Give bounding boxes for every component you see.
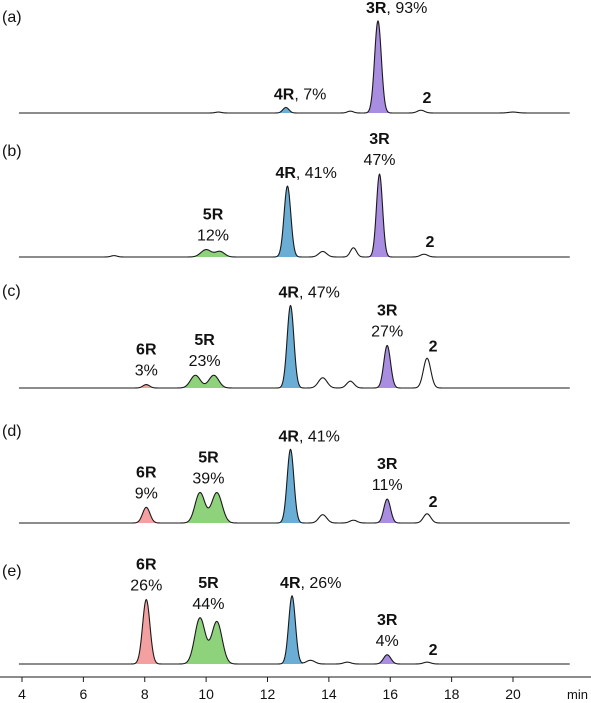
peak-label-3r: 3R4% [376, 612, 399, 650]
x-tick-label: 16 [382, 686, 398, 702]
panel-a: (a) 4R, 7% 3R, 93% 2 [2, 0, 570, 114]
peak-percent: 3% [135, 363, 158, 380]
peak-label-2: 2 [429, 494, 438, 511]
peak-fill-6r [134, 599, 159, 664]
peak-fill-3r [376, 499, 398, 523]
peak-percent: 23% [189, 353, 221, 370]
peak-label-4r: 4R, 26% [280, 575, 341, 592]
chromatogram-trace [18, 448, 570, 524]
peak-name: 5R [194, 332, 215, 349]
peak-fill-4r [279, 305, 302, 388]
peak-label-2: 2 [429, 338, 438, 355]
peak-name: 3R [369, 131, 390, 148]
peak-fill-3r [376, 345, 398, 388]
peak-name: 6R [136, 342, 157, 359]
peak-name: 6R [136, 464, 157, 481]
peak-percent: 27% [371, 324, 403, 341]
panel-label: (d) [2, 423, 22, 440]
chromatogram-trace [18, 173, 570, 258]
peak-fill-5r [200, 492, 234, 523]
peak-annotation: 4R, 41% [275, 165, 336, 182]
peak-annotation: 4R, 7% [274, 86, 326, 103]
chromatogram-trace [18, 304, 570, 389]
peak-label-6r: 6R9% [135, 464, 158, 502]
x-tick-label: 18 [444, 686, 460, 702]
peak-percent: 12% [197, 228, 229, 245]
peak-name: 5R [198, 449, 219, 466]
peak-percent: 47% [363, 152, 395, 169]
peak-name: 2 [429, 338, 438, 355]
peak-name: 5R [198, 575, 219, 592]
panel-label: (a) [2, 9, 22, 26]
panel-label: (b) [2, 143, 22, 160]
peak-percent: 44% [192, 596, 224, 613]
peak-name: 5R [203, 207, 224, 224]
peak-name: 6R [136, 557, 157, 574]
peak-percent: 39% [192, 470, 224, 487]
peak-name: 2 [426, 234, 435, 251]
peak-label-4r: 4R, 41% [275, 165, 336, 182]
peak-label-2: 2 [426, 234, 435, 251]
peak-name: 2 [422, 90, 431, 107]
x-tick-label: 8 [141, 686, 149, 702]
panel-label: (e) [2, 563, 22, 580]
peak-label-4r: 4R, 7% [274, 86, 326, 103]
peak-label-2: 2 [429, 642, 438, 659]
x-unit-label: min [567, 687, 588, 702]
peak-annotation: 4R, 41% [279, 428, 340, 445]
peak-name: 3R [377, 456, 398, 473]
chromatogram-trace [18, 20, 570, 114]
peak-fill-5r [205, 249, 235, 257]
peak-label-2: 2 [422, 90, 431, 107]
peak-fill-3r [369, 174, 390, 257]
peak-percent: 11% [372, 477, 403, 494]
x-axis: 4 6 8 10 12 14 16 18 20 min [0, 676, 591, 702]
peak-fill-3r [375, 654, 399, 664]
peak-percent: 26% [130, 578, 162, 595]
x-tick-label: 10 [198, 686, 214, 702]
peak-fill-4r [276, 186, 299, 257]
peak-fill-5r [200, 617, 234, 664]
x-tick-label: 12 [260, 686, 276, 702]
peak-label-3r: 3R, 93% [366, 0, 427, 17]
chromatogram-trace [18, 595, 570, 665]
peak-label-4r: 4R, 47% [279, 285, 340, 302]
peak-fill-4r [279, 449, 302, 523]
peak-label-4r: 4R, 41% [279, 428, 340, 445]
peak-fill-4r [281, 595, 303, 664]
peak-percent: 9% [135, 485, 158, 502]
peak-name: 2 [429, 494, 438, 511]
x-tick-label: 6 [79, 686, 87, 702]
peak-fill-5r [198, 375, 230, 388]
peak-annotation: 3R, 93% [366, 0, 427, 17]
x-tick-label: 20 [505, 686, 521, 702]
x-tick-label: 4 [18, 686, 26, 702]
peak-annotation: 4R, 47% [279, 285, 340, 302]
peak-name: 3R [377, 303, 398, 320]
peak-fill-3r [367, 21, 389, 113]
peak-percent: 4% [376, 633, 399, 650]
panel-label: (c) [2, 283, 21, 300]
peak-name: 2 [429, 642, 438, 659]
x-tick-label: 14 [321, 686, 337, 702]
peak-annotation: 4R, 26% [280, 575, 341, 592]
peak-fill-6r [134, 507, 159, 523]
peak-name: 3R [377, 612, 398, 629]
peak-label-6r: 6R3% [135, 342, 158, 380]
